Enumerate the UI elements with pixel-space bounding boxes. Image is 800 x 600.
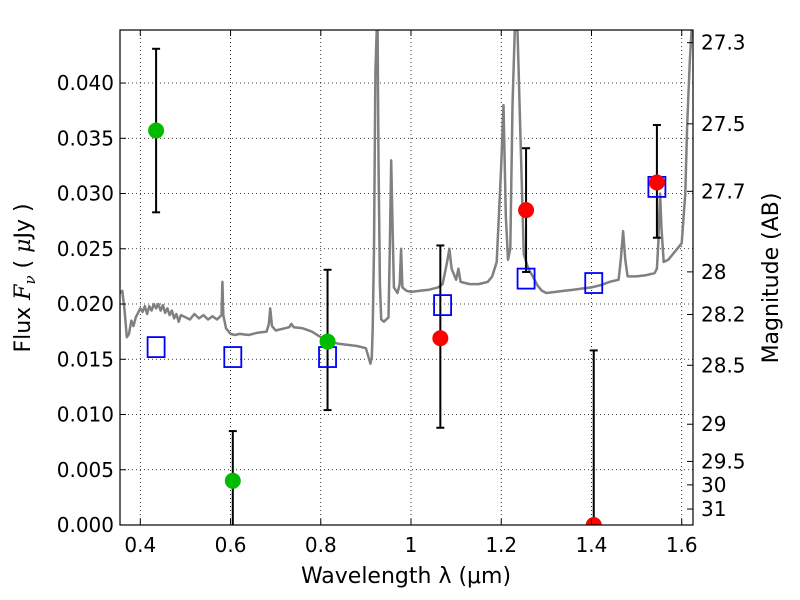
- y-tick-label: 0.025: [57, 237, 114, 261]
- y-tick-label: 0.030: [57, 182, 114, 206]
- model-spectrum-line: [120, 30, 693, 365]
- magnitude-tick-label: 29.5: [701, 449, 746, 473]
- y-tick-label: 0.005: [57, 458, 114, 482]
- magnitude-tick-label: 27.3: [701, 31, 746, 55]
- x-tick-label: 1.2: [485, 533, 517, 557]
- magnitude-tick-label: 27.5: [701, 112, 746, 136]
- optical-flux-point: [224, 472, 241, 489]
- x-tick-label: 1.6: [666, 533, 698, 557]
- plot-frame: [119, 29, 694, 526]
- magnitude-tick-label: 28.2: [701, 302, 746, 326]
- y-tick-label: 0.010: [57, 403, 114, 427]
- model-photometry-square: [433, 294, 452, 317]
- x-axis-ticks: 0.4 0.6 0.8 1 1.2 1.4 1.6: [124, 30, 698, 557]
- nir-flux-point: [585, 517, 602, 525]
- magnitude-tick-label: 28.5: [701, 353, 746, 377]
- x-axis-label: Wavelength λ (μm): [301, 564, 511, 589]
- nir-flux-point: [518, 202, 535, 219]
- y-axis-label: Flux Fν ( μJy ): [11, 203, 39, 352]
- observed-photometry-markers: [148, 122, 665, 525]
- y-tick-label: 0.000: [57, 513, 114, 537]
- magnitude-tick-label: 30: [701, 473, 726, 497]
- model-spectrum: [120, 30, 693, 365]
- magnitude-tick-label: 27.7: [701, 179, 746, 203]
- grid: [120, 30, 693, 526]
- x-tick-label: 0.4: [124, 533, 156, 557]
- y-tick-label: 0.035: [57, 126, 114, 150]
- optical-flux-point: [319, 333, 336, 350]
- x-tick-label: 1.4: [576, 533, 608, 557]
- right-axis-label: Magnitude (AB): [759, 193, 784, 364]
- x-tick-label: 1: [405, 533, 418, 557]
- nir-flux-point: [648, 174, 665, 191]
- y-tick-label: 0.015: [57, 347, 114, 371]
- magnitude-tick-label: 29: [701, 412, 726, 436]
- y-tick-label: 0.040: [57, 71, 114, 95]
- model-photometry-square: [516, 267, 536, 290]
- magnitude-tick-label: 28: [701, 260, 726, 284]
- y-tick-label: 0.020: [57, 292, 114, 316]
- model-photometry-square: [223, 346, 243, 368]
- model-photometry-markers: [146, 175, 667, 368]
- model-photometry-square: [146, 336, 166, 359]
- y-axis-ticks: 0.000 0.005 0.010 0.015 0.020 0.025 0.030 0.035…: [57, 71, 126, 537]
- magnitude-tick-label: 31: [701, 497, 726, 521]
- x-tick-label: 0.8: [305, 533, 337, 557]
- x-tick-label: 0.6: [215, 533, 247, 557]
- model-photometry-square: [584, 272, 604, 294]
- optical-flux-point: [148, 122, 165, 139]
- nir-flux-point: [432, 330, 449, 347]
